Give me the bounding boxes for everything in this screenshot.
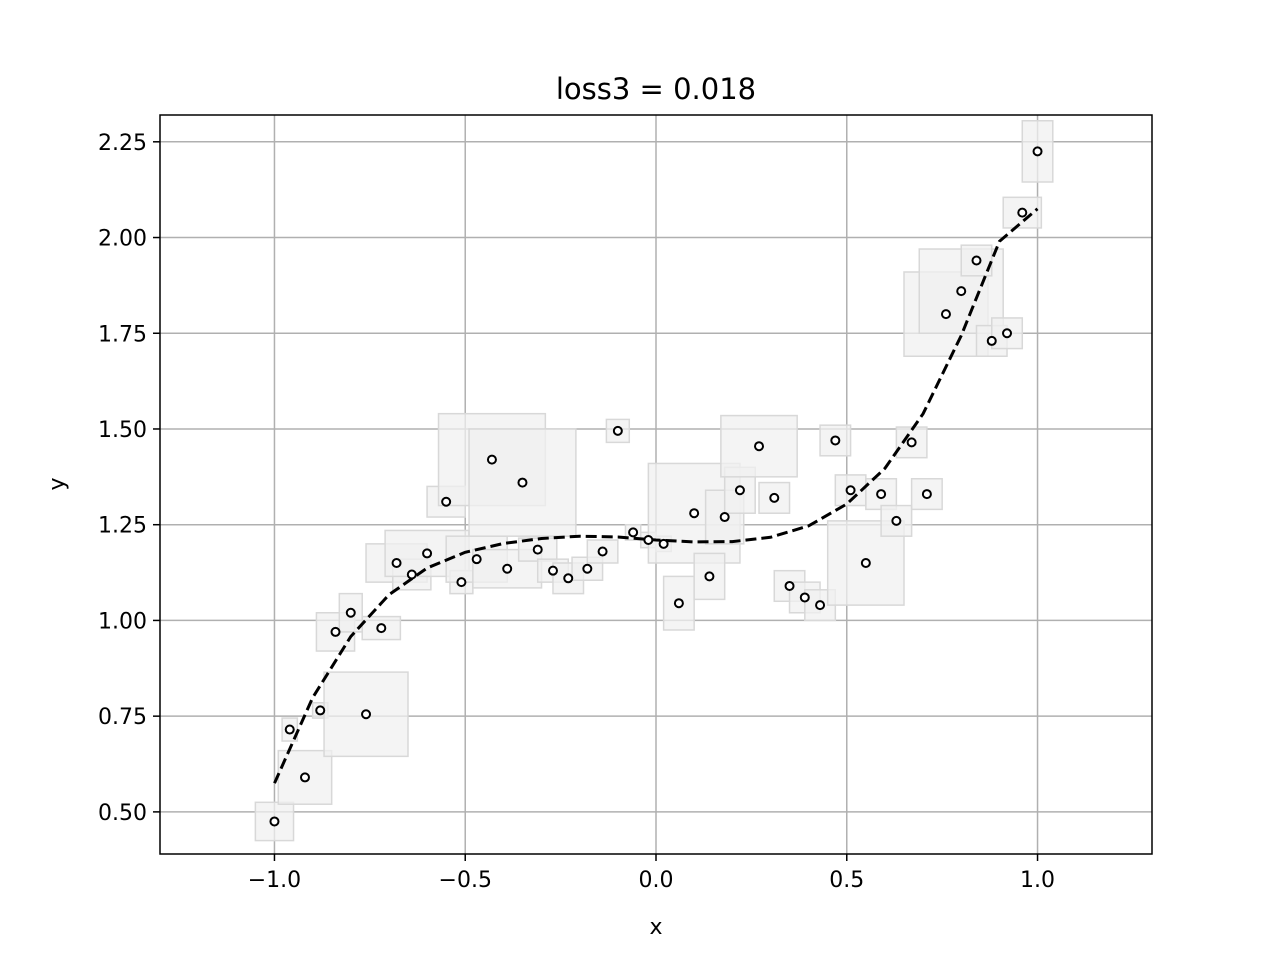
data-point xyxy=(799,592,810,603)
x-tick-label: 1.0 xyxy=(1020,868,1055,893)
data-point xyxy=(921,489,932,500)
uncertainty-box xyxy=(895,426,928,459)
data-point xyxy=(704,571,715,582)
data-point xyxy=(845,485,856,496)
data-point xyxy=(769,492,780,503)
y-tick-label: 2.00 xyxy=(98,227,147,252)
uncertainty-box xyxy=(758,481,791,514)
data-point xyxy=(643,535,654,546)
data-point xyxy=(784,580,795,591)
x-axis-label: x xyxy=(649,915,662,940)
data-point xyxy=(1002,328,1013,339)
y-tick-label: 1.75 xyxy=(98,322,147,347)
data-point xyxy=(906,437,917,448)
fit-curve-layer xyxy=(273,207,1039,784)
data-point xyxy=(532,544,543,555)
data-point xyxy=(1032,146,1043,157)
data-point xyxy=(658,538,669,549)
fit-curve xyxy=(273,207,1039,784)
data-point xyxy=(612,425,623,436)
y-tick-label: 1.25 xyxy=(98,514,147,539)
data-point xyxy=(830,435,841,446)
ticks: −1.0 −0.5 0.0 0.5 1.0 0.50 0.75 1.00 1.25 1.50 1.7… xyxy=(98,131,1055,893)
y-tick-label: 1.50 xyxy=(98,418,147,443)
data-point xyxy=(860,557,871,568)
data-point xyxy=(734,485,745,496)
grid xyxy=(160,115,1152,854)
data-point xyxy=(456,577,467,588)
data-point xyxy=(299,772,310,783)
data-point xyxy=(986,335,997,346)
data-point xyxy=(582,563,593,574)
data-point xyxy=(815,600,826,611)
data-point xyxy=(754,441,765,452)
data-point xyxy=(517,477,528,488)
data-point xyxy=(628,527,639,538)
data-point xyxy=(673,598,684,609)
data-point xyxy=(345,607,356,618)
data-point xyxy=(940,309,951,320)
data-point xyxy=(471,554,482,565)
data-point xyxy=(597,546,608,557)
data-point xyxy=(315,705,326,716)
data-point xyxy=(563,573,574,584)
data-point xyxy=(284,724,295,735)
data-point xyxy=(406,569,417,580)
data-point xyxy=(486,454,497,465)
data-point xyxy=(361,709,372,720)
uncertainty-boxes xyxy=(254,119,1054,842)
data-point xyxy=(502,563,513,574)
y-tick-label: 0.75 xyxy=(98,705,147,730)
x-tick-label: −1.0 xyxy=(248,868,301,893)
data-point xyxy=(956,286,967,297)
y-tick-label: 1.00 xyxy=(98,609,147,634)
data-point xyxy=(391,557,402,568)
data-point xyxy=(547,565,558,576)
x-tick-label: 0.0 xyxy=(639,868,674,893)
data-point xyxy=(376,623,387,634)
data-point xyxy=(441,496,452,507)
data-point xyxy=(422,548,433,559)
x-tick-label: −0.5 xyxy=(439,868,492,893)
y-tick-label: 2.25 xyxy=(98,131,147,156)
x-tick-label: 0.5 xyxy=(829,868,864,893)
data-point xyxy=(719,512,730,523)
data-point xyxy=(971,255,982,266)
chart-title: loss3 = 0.018 xyxy=(556,72,756,106)
uncertainty-box xyxy=(662,575,695,631)
data-point xyxy=(689,508,700,519)
data-point xyxy=(1017,207,1028,218)
data-point xyxy=(876,489,887,500)
y-tick-label: 0.50 xyxy=(98,801,147,826)
data-point xyxy=(269,816,280,827)
data-point xyxy=(330,626,341,637)
data-point xyxy=(891,515,902,526)
y-axis-label: y xyxy=(45,477,70,490)
data-points xyxy=(269,146,1043,827)
